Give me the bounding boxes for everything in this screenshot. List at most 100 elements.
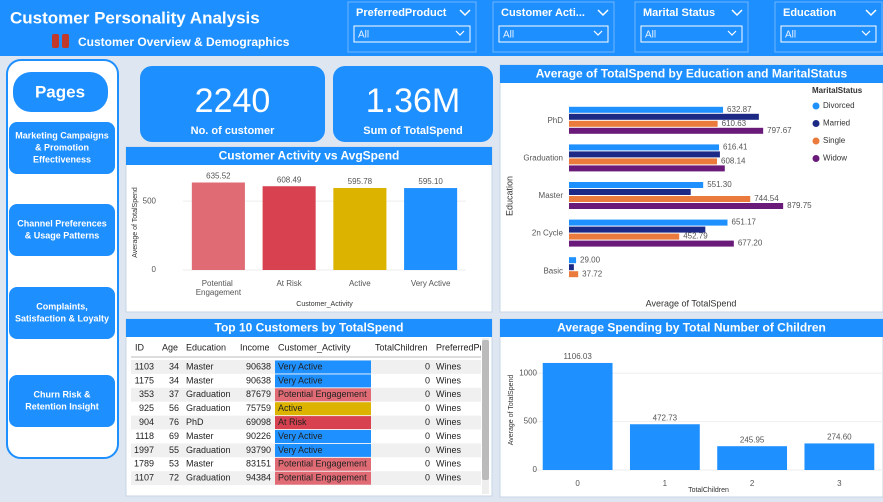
kpi-label: No. of customer [191,125,275,137]
dropdown[interactable] [640,25,743,43]
bar [569,203,784,209]
table-cell: Active [278,403,303,413]
data-label: 1106.03 [563,352,592,361]
table-cell: 34 [169,361,179,371]
nav-label: Complaints, [36,301,88,311]
panel-title-bar [500,319,883,337]
dropdown[interactable] [353,25,471,43]
table-cell: 69098 [246,417,271,427]
table-cell: Very Active [278,361,323,371]
kpi-card [333,66,493,142]
dropdown-value: All [645,30,656,41]
slicer[interactable] [492,1,615,53]
nav-title-button[interactable] [13,72,108,112]
table-cell: 1118 [135,431,154,441]
subtitle: Customer Overview & Demographics [78,35,290,49]
table-cell: At Risk [278,417,307,427]
table-cell: Master [186,431,214,441]
bar [629,424,700,470]
table-cell: 904 [139,417,154,427]
bar [404,188,458,270]
x-axis-label: TotalChildren [688,487,729,494]
x-tick-label: At Risk [276,279,302,288]
column-header: PreferredPr [436,342,483,352]
table-cell: 1789 [134,459,154,469]
column-header: Education [186,342,226,352]
data-label: 595.78 [348,177,373,186]
table-cell: Master [186,459,214,469]
table-cell: 1103 [135,361,154,371]
table-cell: 76 [169,417,179,427]
data-label: 245.95 [740,435,765,444]
legend-label: Married [823,119,850,128]
chevron [727,30,737,36]
bar [569,196,751,202]
dropdown[interactable] [498,25,609,43]
table-cell: 90638 [246,375,271,385]
icon [62,34,69,48]
slicer-label: PreferredProduct [356,7,447,19]
slicer-label: Marital Status [643,7,715,19]
data-label: 744.54 [754,194,779,203]
table-cell: 69 [169,431,179,441]
bar [333,187,387,270]
table-cell: Potential Engagement [278,389,367,399]
table-cell: 0 [425,417,430,427]
activity-cell [275,374,371,388]
scrollbar-thumb[interactable] [482,340,489,480]
kpi-value: 2240 [195,82,271,120]
bar [804,443,875,470]
nav-label: Churn Risk & [33,389,91,399]
column-header: Customer_Activity [278,342,351,352]
table-cell: 0 [425,473,430,483]
table-cell: 1175 [135,375,154,385]
table-cell: Very Active [278,375,323,385]
dropdown[interactable] [780,25,877,43]
data-label: 551.30 [707,180,732,189]
nav-button[interactable] [9,375,115,427]
y-tick-label: 500 [143,196,157,205]
nav-button[interactable] [9,122,115,174]
slicer[interactable] [347,1,477,53]
nav-label: & Usage Patterns [25,230,100,240]
legend-swatch [812,120,820,127]
data-label: 472.73 [653,413,678,422]
table-cell: 75759 [246,403,271,413]
table-cell: 1107 [135,473,154,483]
activity-cell [275,430,371,443]
bar [569,106,724,113]
x-tick-label: 1 [663,479,668,488]
data-label: 610.63 [722,119,747,128]
data-label: 635.52 [206,172,231,181]
table-cell: 53 [169,459,179,469]
nav-button[interactable] [9,287,115,339]
panel-title: Top 10 Customers by TotalSpend [215,321,404,335]
table-cell: Potential Engagement [278,459,367,469]
nav-label: & Promotion [35,142,89,152]
kpi-value: 1.36M [366,82,461,120]
nav-button[interactable] [9,204,115,256]
chevron [593,30,603,36]
table-cell: 0 [425,431,430,441]
bar [542,362,613,470]
slicer[interactable] [774,1,883,53]
kpi-card [140,66,325,142]
y-tick-label: Basic [543,266,563,275]
data-label: 879.75 [787,201,812,210]
bar [569,240,734,247]
column-header: Age [162,342,178,352]
chevron [459,9,471,17]
bar [569,189,691,195]
table-cell: 0 [425,459,430,469]
y-tick-label: 500 [524,417,538,426]
nav-label: Satisfaction & Loyalty [15,313,109,323]
x-axis-label: Average of TotalSpend [646,298,737,308]
bar [191,182,245,270]
bar [569,113,759,120]
panel-title: Customer Activity vs AvgSpend [219,149,400,163]
panel-title: Average of TotalSpend by Education and M… [536,67,848,81]
slicer[interactable] [634,1,749,53]
bar [262,186,316,270]
activity-cell [275,457,371,471]
